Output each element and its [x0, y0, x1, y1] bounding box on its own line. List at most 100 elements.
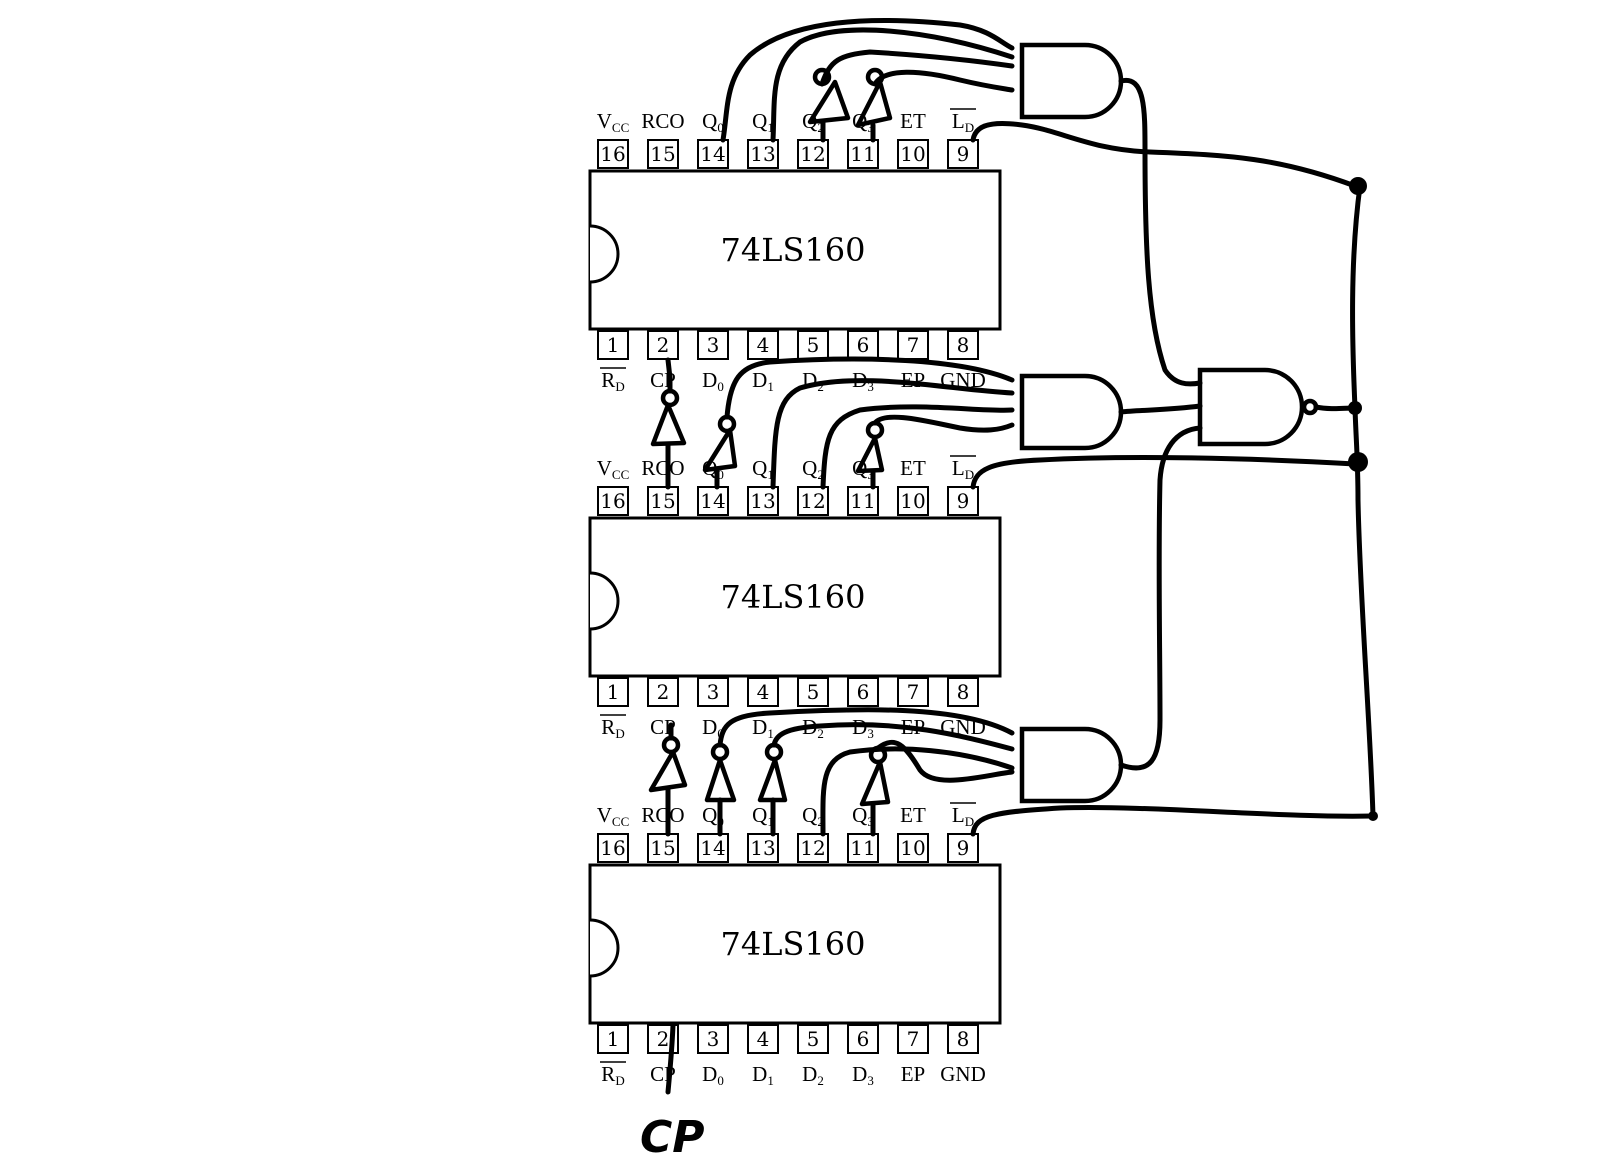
- junction-dot: [1349, 177, 1367, 195]
- pin-box: [697, 677, 729, 707]
- pin-label-main: D: [752, 368, 767, 392]
- pin-label: D2: [802, 1062, 824, 1088]
- chip-body: [588, 169, 1002, 331]
- pin-label-main: D: [802, 1062, 817, 1086]
- pin-box: [797, 486, 829, 516]
- pin-number: 5: [807, 1027, 820, 1051]
- wire: [717, 707, 1015, 748]
- inverter-icon: [855, 79, 893, 128]
- pin-box: [897, 833, 929, 863]
- pin-15: 15 RCO: [641, 803, 685, 863]
- pin-label: LD: [952, 109, 974, 135]
- pin-label-sub: 1: [767, 379, 774, 394]
- chip-body: [588, 863, 1002, 1025]
- pin-label-main: RCO: [641, 456, 684, 480]
- pin-label-sub: 2: [817, 726, 824, 741]
- pin-label: D1: [752, 1062, 774, 1088]
- pin-10: 10 ET: [897, 456, 929, 516]
- pin-number: 12: [800, 142, 825, 166]
- pin-label: RCO: [641, 109, 684, 133]
- pin-7: 7 EP: [897, 330, 929, 392]
- pin-number: 15: [650, 142, 675, 166]
- pin-number: 10: [900, 489, 925, 513]
- pin-label-main: Q: [702, 109, 717, 133]
- pin-box: [597, 486, 629, 516]
- pin-number: 8: [957, 680, 970, 704]
- pin-box: [747, 330, 779, 360]
- pin-number: 14: [700, 836, 725, 860]
- pin-label: D1: [752, 715, 774, 741]
- pin-box: [747, 1024, 779, 1054]
- chip-name: 74LS160: [721, 925, 866, 963]
- pin-box: [897, 1024, 929, 1054]
- pin-label: EP: [901, 368, 926, 392]
- pin-number: 5: [807, 680, 820, 704]
- pin-label-main: D: [852, 1062, 867, 1086]
- pin-1: 1 RD: [597, 1024, 629, 1088]
- pin-label: Q2: [802, 456, 824, 482]
- pin-number: 2: [657, 1027, 670, 1051]
- pin-13: 13 Q1: [747, 109, 779, 169]
- pin-label-sub: 3: [867, 379, 874, 394]
- pin-label: Q0: [702, 109, 724, 135]
- chip-notch: [589, 918, 620, 978]
- pin-1: 1 RD: [597, 330, 629, 394]
- pin-number: 4: [757, 680, 770, 704]
- pin-box: [747, 139, 779, 169]
- pin-label-sub: 1: [767, 1073, 774, 1088]
- inverter-icon: [757, 757, 788, 803]
- junction-dot: [1368, 811, 1378, 821]
- pin-label: D3: [852, 715, 874, 741]
- pin-box: [747, 833, 779, 863]
- pin-box: [697, 1024, 729, 1054]
- pin-label-main: Q: [752, 803, 767, 827]
- pin-number: 4: [757, 1027, 770, 1051]
- chip-body: [588, 516, 1002, 678]
- pin-number: 16: [600, 836, 625, 860]
- pin-number: 7: [907, 1027, 920, 1051]
- pin-label-main: V: [597, 109, 612, 133]
- wire: [1350, 183, 1376, 819]
- pin-label-main: RCO: [641, 109, 684, 133]
- pin-box: [697, 486, 729, 516]
- pin-label-main: Q: [702, 803, 717, 827]
- pin-box: [947, 330, 979, 360]
- pin-box: [847, 1024, 879, 1054]
- pin-box: [797, 833, 829, 863]
- nand-gate: [1197, 367, 1305, 447]
- wire: [872, 414, 1015, 433]
- pin-15: 15 RCO: [641, 109, 685, 169]
- pin-box: [647, 833, 679, 863]
- pin-label-sub: D: [615, 1073, 624, 1088]
- pin-label: RD: [601, 368, 624, 394]
- pin-number: 11: [850, 142, 875, 166]
- pin-label-main: L: [952, 456, 965, 480]
- pin-label-sub: 2: [817, 379, 824, 394]
- pin-number: 15: [650, 489, 675, 513]
- pin-label-main: D: [702, 1062, 717, 1086]
- wire: [872, 69, 1015, 93]
- chip-74ls160-middle: 74LS160 16VCC15RCO14Q013Q112Q211Q310ET9L…: [588, 455, 1002, 741]
- pin-number: 4: [757, 333, 770, 357]
- pin-number: 10: [900, 836, 925, 860]
- chip-notch: [589, 571, 620, 631]
- pin-label-main: D: [702, 368, 717, 392]
- pin-number: 16: [600, 142, 625, 166]
- pin-label: VCC: [597, 109, 630, 135]
- pin-label-sub: D: [615, 726, 624, 741]
- pin-label-sub: 1: [767, 726, 774, 741]
- pin-number: 3: [707, 1027, 720, 1051]
- pin-label-sub: D: [965, 814, 974, 829]
- wire: [665, 357, 673, 381]
- pin-4: 4 D1: [747, 330, 779, 394]
- pin-label-main: V: [597, 456, 612, 480]
- pin-box: [847, 833, 879, 863]
- wire: [1118, 403, 1203, 415]
- pin-label-main: EP: [901, 1062, 926, 1086]
- pin-9: 9 LD: [947, 455, 979, 516]
- chip-name: 74LS160: [721, 578, 866, 616]
